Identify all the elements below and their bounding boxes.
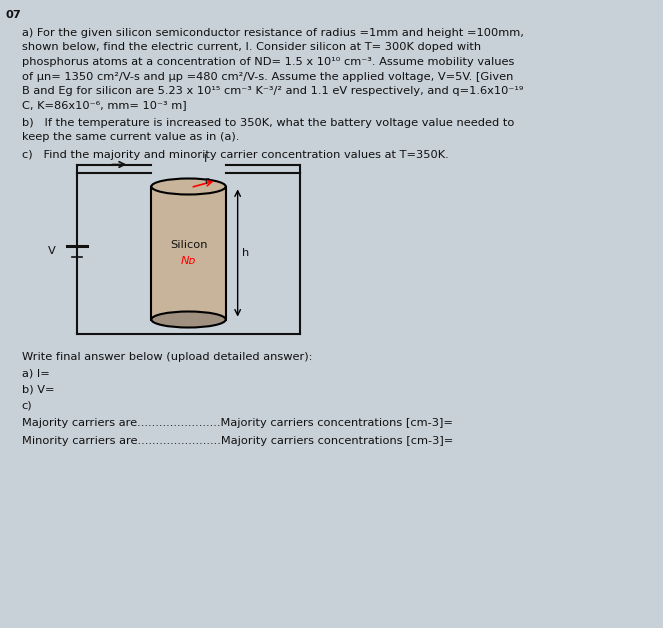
Text: C, K=86x10⁻⁶, mm= 10⁻³ m]: C, K=86x10⁻⁶, mm= 10⁻³ m] <box>22 100 186 111</box>
Text: a) For the given silicon semiconductor resistance of radius =1mm and height =100: a) For the given silicon semiconductor r… <box>22 28 524 38</box>
Text: c)   Find the majority and minority carrier concentration values at T=350K.: c) Find the majority and minority carrie… <box>22 150 449 160</box>
Text: r: r <box>204 175 209 185</box>
Text: V: V <box>48 246 56 256</box>
Text: h: h <box>241 248 249 258</box>
Text: keep the same current value as in (a).: keep the same current value as in (a). <box>22 133 239 143</box>
Ellipse shape <box>151 178 225 195</box>
Text: 07: 07 <box>6 10 22 20</box>
Text: of μn= 1350 cm²/V-s and μp =480 cm²/V-s. Assume the applied voltage, V=5V. [Give: of μn= 1350 cm²/V-s and μp =480 cm²/V-s.… <box>22 72 513 82</box>
Text: b) V=: b) V= <box>22 384 54 394</box>
Text: Nᴅ: Nᴅ <box>181 256 196 266</box>
Text: a) I=: a) I= <box>22 368 50 378</box>
Text: I: I <box>204 153 207 163</box>
Text: b)   If the temperature is increased to 350K, what the battery voltage value nee: b) If the temperature is increased to 35… <box>22 118 514 128</box>
Text: shown below, find the electric current, I. Consider silicon at T= 300K doped wit: shown below, find the electric current, … <box>22 43 481 53</box>
Text: Silicon: Silicon <box>170 240 208 250</box>
Text: Minority carriers are.......................Majority carriers concentrations [cm: Minority carriers are...................… <box>22 436 453 446</box>
Text: c): c) <box>22 401 32 411</box>
Ellipse shape <box>151 311 225 327</box>
Text: B and Eg for silicon are 5.23 x 10¹⁵ cm⁻³ K⁻³/² and 1.1 eV respectively, and q=1: B and Eg for silicon are 5.23 x 10¹⁵ cm⁻… <box>22 86 523 96</box>
Text: phosphorus atoms at a concentration of ND= 1.5 x 10¹⁰ cm⁻³. Assume mobility valu: phosphorus atoms at a concentration of N… <box>22 57 514 67</box>
Text: Write final answer below (upload detailed answer):: Write final answer below (upload detaile… <box>22 352 312 362</box>
Bar <box>151 187 225 320</box>
Text: Majority carriers are.......................Majority carriers concentrations [cm: Majority carriers are...................… <box>22 418 453 428</box>
